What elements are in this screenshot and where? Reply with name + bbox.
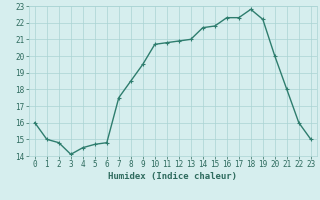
X-axis label: Humidex (Indice chaleur): Humidex (Indice chaleur): [108, 172, 237, 181]
